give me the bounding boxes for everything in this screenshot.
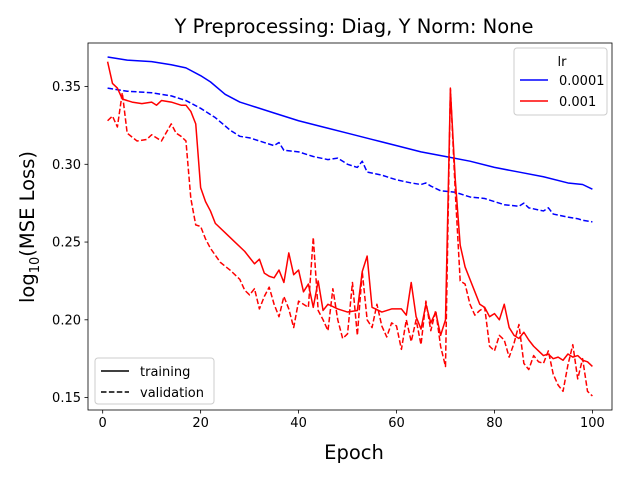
- legend-lr-label-0.001: 0.001: [559, 95, 596, 110]
- legend-lr-title: lr: [558, 55, 568, 70]
- x-tick-label: 60: [388, 416, 405, 431]
- x-tick-label: 0: [99, 416, 107, 431]
- y-axis-label-main: log: [16, 273, 39, 303]
- legend-style: training validation: [94, 357, 215, 405]
- x-axis: 0 20 40 60 80 100: [99, 410, 605, 431]
- plot-frame: [87, 42, 613, 411]
- series-line-lr-0.0001-validation: [107, 87, 593, 223]
- x-axis-label: Epoch: [324, 441, 384, 464]
- series-line-lr-0.001-training: [106, 61, 593, 368]
- series-layer: [106, 56, 593, 397]
- x-tick-label: 80: [486, 416, 503, 431]
- plot-area: [87, 42, 613, 411]
- legend-lr: lr 0.0001 0.001: [513, 47, 608, 116]
- x-tick-label: 100: [580, 416, 605, 431]
- y-tick-label: 0.35: [52, 80, 81, 95]
- y-tick-label: 0.30: [52, 158, 81, 173]
- chart-title: Y Preprocessing: Diag, Y Norm: None: [173, 15, 533, 38]
- y-tick-label: 0.25: [52, 236, 81, 251]
- legend-lr-frame: [513, 47, 608, 116]
- y-axis-label-rest: (MSE Loss): [16, 151, 39, 257]
- y-tick-label: 0.20: [52, 313, 81, 328]
- series-line-lr-0.0001-training: [107, 56, 593, 190]
- legend-style-label-training: training: [140, 365, 190, 380]
- y-axis-label: log10(MSE Loss): [16, 151, 43, 303]
- legend-lr-label-0.0001: 0.0001: [559, 74, 605, 89]
- y-axis-label-subscript: 10: [28, 257, 43, 274]
- x-tick-label: 40: [290, 416, 307, 431]
- series-line-lr-0.001-validation: [107, 87, 593, 397]
- x-tick-label: 20: [192, 416, 209, 431]
- y-tick-label: 0.15: [52, 391, 81, 406]
- legend-style-label-validation: validation: [140, 386, 204, 401]
- y-axis: 0.15 0.20 0.25 0.30 0.35: [52, 80, 88, 406]
